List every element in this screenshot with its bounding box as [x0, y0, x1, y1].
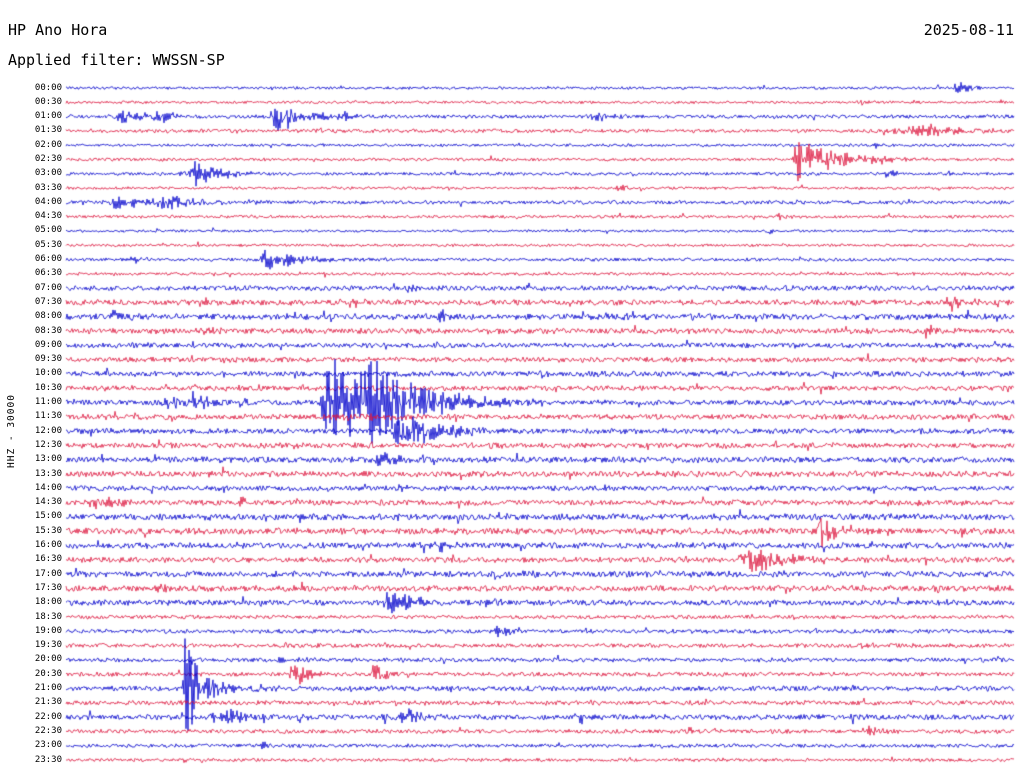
trace-time-label: 05:00 [34, 225, 62, 236]
trace-time-label: 10:30 [34, 382, 62, 393]
trace-time-label: 15:30 [34, 525, 62, 536]
trace-time-label: 19:00 [34, 625, 62, 636]
trace-time-label: 18:00 [34, 597, 62, 608]
trace-time-label: 12:00 [34, 425, 62, 436]
trace-time-label: 19:30 [34, 640, 62, 651]
trace-time-label: 21:30 [34, 697, 62, 708]
trace-time-label: 22:30 [34, 725, 62, 736]
trace-time-label: 02:00 [34, 139, 62, 150]
station-title: HP Ano Hora [8, 21, 108, 39]
trace-time-label: 00:00 [34, 82, 62, 93]
trace-time-label: 07:00 [34, 282, 62, 293]
applied-filter-label: Applied filter: WWSSN-SP [8, 51, 225, 69]
trace-time-label: 09:30 [34, 354, 62, 365]
header-date: 2025-08-11 [923, 21, 1014, 39]
trace-time-label: 08:00 [34, 311, 62, 322]
trace-time-label: 04:00 [34, 196, 62, 207]
trace-time-label: 22:00 [34, 711, 62, 722]
trace-time-label: 10:00 [34, 368, 62, 379]
trace-time-label: 17:00 [34, 568, 62, 579]
trace-time-label: 06:30 [34, 268, 62, 279]
trace-time-label: 04:30 [34, 211, 62, 222]
trace-time-label: 18:30 [34, 611, 62, 622]
trace-time-label: 15:00 [34, 511, 62, 522]
trace-time-label: 11:30 [34, 411, 62, 422]
trace-time-label: 20:30 [34, 668, 62, 679]
trace-time-label: 02:30 [34, 153, 62, 164]
trace-time-label: 03:30 [34, 182, 62, 193]
trace-time-label: 13:30 [34, 468, 62, 479]
trace-time-label: 03:00 [34, 168, 62, 179]
trace-time-label: 23:00 [34, 740, 62, 751]
trace-time-label: 07:30 [34, 296, 62, 307]
trace-time-label: 13:00 [34, 454, 62, 465]
trace-time-label: 01:00 [34, 111, 62, 122]
trace-time-label: 16:30 [34, 554, 62, 565]
trace-time-label: 12:30 [34, 439, 62, 450]
trace-time-label: 21:00 [34, 683, 62, 693]
trace-time-label: 14:30 [34, 497, 62, 508]
trace-time-label: 06:00 [34, 254, 62, 265]
trace-time-label: 11:00 [34, 397, 62, 408]
trace-time-label: 20:00 [34, 654, 62, 665]
trace-time-label: 08:30 [34, 325, 62, 336]
trace-time-label: 01:30 [34, 125, 62, 136]
trace-time-label: 00:30 [34, 96, 62, 107]
trace-time-label: 17:30 [34, 582, 62, 593]
trace-time-label: 05:30 [34, 239, 62, 250]
trace-time-label: 09:00 [34, 339, 62, 350]
trace-time-label: 23:30 [34, 754, 62, 765]
trace-time-label: 16:00 [34, 540, 62, 551]
trace-time-label: 14:00 [34, 482, 62, 493]
